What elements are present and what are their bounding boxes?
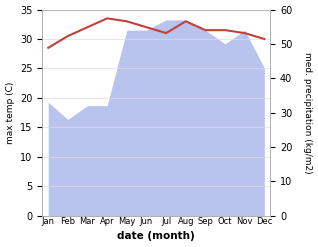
X-axis label: date (month): date (month) <box>117 231 195 242</box>
Y-axis label: med. precipitation (kg/m2): med. precipitation (kg/m2) <box>303 52 313 173</box>
Y-axis label: max temp (C): max temp (C) <box>5 81 15 144</box>
